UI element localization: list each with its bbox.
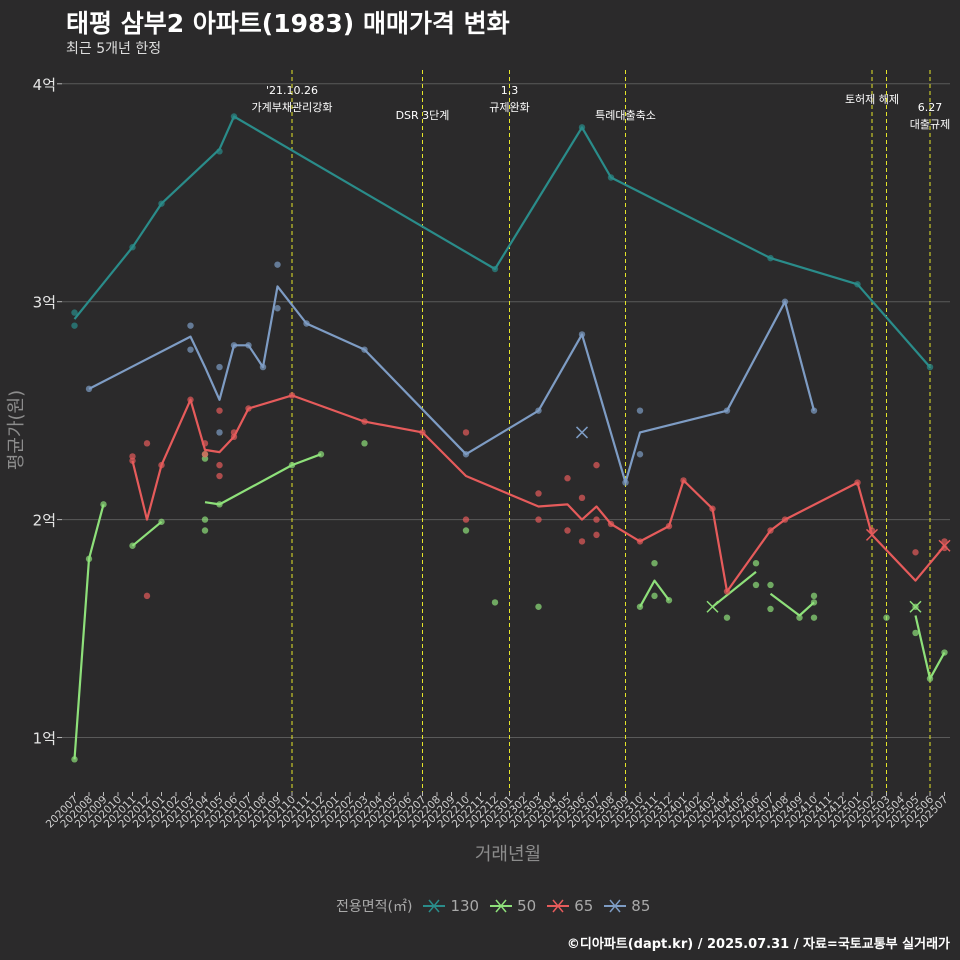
data-point <box>361 440 368 447</box>
x-axis-label: 거래년월 <box>475 844 541 865</box>
legend-label: 65 <box>574 897 594 915</box>
series-line <box>204 453 322 506</box>
legend-item-85: 85 <box>603 896 650 916</box>
legend-key-icon <box>423 899 446 913</box>
data-point <box>651 592 658 600</box>
data-point <box>767 581 774 589</box>
data-point <box>593 461 600 469</box>
event-label: 6.27 대출규제 <box>910 101 950 131</box>
data-point <box>535 516 542 523</box>
legend-label: 85 <box>631 897 651 915</box>
series-65 <box>129 392 951 600</box>
legend-title: 전용면적(㎡) <box>336 899 413 915</box>
data-point <box>578 538 586 545</box>
data-point <box>71 309 78 316</box>
chart-title: 태평 삼부2 아파트(1983) 매매가격 변화 <box>66 9 510 38</box>
data-point <box>535 490 542 497</box>
data-point <box>752 581 760 589</box>
data-point <box>578 494 586 502</box>
chart-subtitle: 최근 5개년 한정 <box>66 41 162 57</box>
data-point <box>883 614 890 621</box>
y-tick-label: 3억 <box>33 294 56 312</box>
data-point <box>201 451 209 458</box>
data-point <box>129 457 136 464</box>
series-85 <box>85 261 818 486</box>
y-tick-label: 1억 <box>33 730 56 748</box>
data-point <box>912 549 919 556</box>
series-line <box>711 571 757 608</box>
data-point <box>636 407 644 414</box>
data-point <box>535 603 542 610</box>
legend-item-65: 65 <box>546 896 593 916</box>
legend-item-130: 130 <box>422 896 479 916</box>
y-tick-label: 4억 <box>33 76 56 94</box>
legend-item-50: 50 <box>489 896 536 916</box>
data-point <box>201 527 209 534</box>
series-line <box>131 520 163 547</box>
data-point <box>651 559 658 567</box>
series-line <box>88 285 816 484</box>
series-line <box>73 115 931 368</box>
legend-label: 130 <box>450 897 480 915</box>
data-point <box>810 592 818 600</box>
series-line <box>131 394 946 593</box>
data-point <box>796 614 803 621</box>
y-tick-label: 2억 <box>33 512 56 530</box>
data-point <box>752 559 760 567</box>
legend-key-icon <box>490 899 513 913</box>
data-point <box>71 756 78 763</box>
data-point <box>462 527 470 534</box>
cross-marker <box>909 600 922 613</box>
cross-marker <box>865 528 879 541</box>
data-point <box>216 429 223 436</box>
data-point <box>491 599 499 606</box>
series-line <box>769 592 815 617</box>
legend-key-icon <box>604 899 627 913</box>
event-label: 1.3 규제완화 <box>489 84 529 114</box>
data-point <box>462 516 470 523</box>
event-label: '21.10.26 가계부채관리강화 <box>252 84 333 114</box>
data-point <box>71 322 78 329</box>
source-caption: ©디아파트(dapt.kr) / 2025.07.31 / 자료=국토교통부 실… <box>566 937 950 952</box>
y-axis-label: 평균가(원) <box>6 390 27 470</box>
data-point <box>912 629 919 637</box>
legend: 전용면적(㎡) 130 50 65 85 <box>336 896 660 916</box>
event-label: 토허제 해제 <box>845 92 899 106</box>
series-line <box>73 504 105 760</box>
series-line <box>639 579 670 608</box>
data-point <box>274 305 281 312</box>
data-point <box>941 538 948 545</box>
data-point <box>143 440 151 447</box>
legend-key-icon <box>547 899 570 913</box>
data-point <box>767 605 774 613</box>
data-point <box>593 516 600 523</box>
data-point <box>201 516 209 523</box>
data-point <box>810 614 818 621</box>
cross-marker <box>575 426 589 439</box>
series-130 <box>71 113 934 371</box>
data-point <box>216 407 223 414</box>
series-line <box>914 615 946 680</box>
event-label: 특례대출축소 <box>595 109 656 122</box>
data-point <box>187 322 194 329</box>
cross-marker <box>938 539 951 552</box>
data-point <box>216 363 223 371</box>
data-point <box>462 429 470 436</box>
data-point <box>564 475 571 482</box>
data-point <box>143 592 151 600</box>
data-point <box>593 531 600 539</box>
data-point <box>723 614 731 621</box>
legend-label: 50 <box>517 897 537 915</box>
data-point <box>564 527 571 534</box>
series-50 <box>71 440 948 763</box>
data-point <box>636 451 644 458</box>
data-point <box>216 472 223 480</box>
cross-marker <box>706 600 719 613</box>
data-point <box>187 346 194 353</box>
data-point <box>100 501 107 508</box>
data-point <box>216 461 223 469</box>
data-point <box>274 261 281 268</box>
event-label: DSR 3단계 <box>396 109 450 122</box>
